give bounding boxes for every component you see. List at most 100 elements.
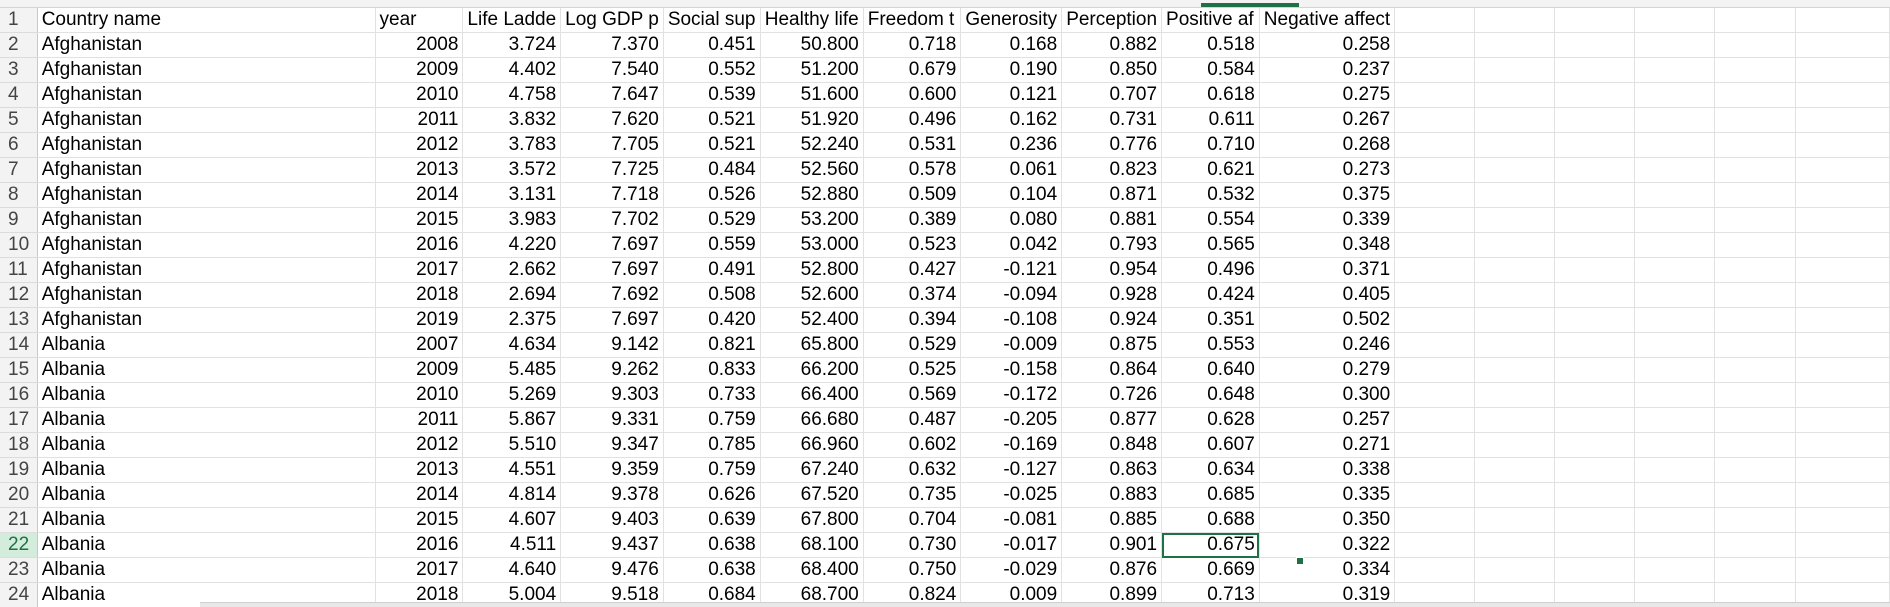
empty-cell[interactable] xyxy=(1394,257,1476,283)
value-cell[interactable]: 2011 xyxy=(375,107,464,133)
empty-cell[interactable] xyxy=(1554,182,1636,208)
row-header[interactable]: 22 xyxy=(0,532,38,558)
value-cell[interactable]: 2009 xyxy=(375,57,464,83)
value-cell[interactable]: 3.131 xyxy=(462,182,562,208)
value-cell[interactable]: 0.539 xyxy=(663,82,761,108)
value-cell[interactable]: 0.061 xyxy=(960,157,1063,183)
value-cell[interactable]: 0.731 xyxy=(1061,107,1163,133)
column-title-cell[interactable]: Generosity xyxy=(960,8,1063,33)
value-cell[interactable]: 0.267 xyxy=(1259,107,1396,133)
country-cell[interactable]: Albania xyxy=(37,532,376,558)
value-cell[interactable]: 9.359 xyxy=(560,457,664,483)
empty-cell[interactable] xyxy=(1634,432,1716,458)
empty-cell[interactable] xyxy=(1554,332,1636,358)
empty-cell[interactable] xyxy=(1714,8,1796,33)
value-cell[interactable]: -0.127 xyxy=(960,457,1063,483)
empty-cell[interactable] xyxy=(1634,482,1716,508)
value-cell[interactable]: 0.518 xyxy=(1161,32,1260,58)
value-cell[interactable]: 0.420 xyxy=(663,307,761,333)
empty-cell[interactable] xyxy=(1394,357,1476,383)
empty-cell[interactable] xyxy=(1474,507,1555,533)
value-cell[interactable]: 0.875 xyxy=(1061,332,1163,358)
value-cell[interactable]: 7.718 xyxy=(560,182,664,208)
empty-cell[interactable] xyxy=(1554,232,1636,258)
empty-cell[interactable] xyxy=(1634,207,1716,233)
value-cell[interactable]: 0.618 xyxy=(1161,82,1260,108)
value-cell[interactable]: 0.628 xyxy=(1161,407,1260,433)
column-title-cell[interactable]: Log GDP p xyxy=(560,8,664,33)
value-cell[interactable]: 4.402 xyxy=(462,57,562,83)
empty-cell[interactable] xyxy=(1474,282,1555,308)
value-cell[interactable]: 0.640 xyxy=(1161,357,1260,383)
empty-cell[interactable] xyxy=(1795,207,1890,233)
empty-cell[interactable] xyxy=(1394,32,1476,58)
value-cell[interactable]: 0.871 xyxy=(1061,182,1163,208)
active-cell[interactable]: 0.675 xyxy=(1161,532,1260,558)
empty-cell[interactable] xyxy=(1795,32,1890,58)
value-cell[interactable]: 0.621 xyxy=(1161,157,1260,183)
empty-cell[interactable] xyxy=(1554,57,1636,83)
empty-cell[interactable] xyxy=(1474,182,1555,208)
value-cell[interactable]: 4.220 xyxy=(462,232,562,258)
value-cell[interactable]: 0.258 xyxy=(1259,32,1396,58)
empty-cell[interactable] xyxy=(1474,407,1555,433)
empty-cell[interactable] xyxy=(1795,457,1890,483)
empty-cell[interactable] xyxy=(1554,207,1636,233)
value-cell[interactable]: 0.375 xyxy=(1259,182,1396,208)
country-cell[interactable]: Afghanistan xyxy=(37,107,376,133)
value-cell[interactable]: 2010 xyxy=(375,382,464,408)
row-header[interactable]: 7 xyxy=(0,157,38,183)
fill-handle[interactable] xyxy=(1296,557,1304,565)
value-cell[interactable]: 0.531 xyxy=(863,132,962,158)
value-cell[interactable]: 0.509 xyxy=(863,182,962,208)
value-cell[interactable]: 0.300 xyxy=(1259,382,1396,408)
value-cell[interactable]: 9.347 xyxy=(560,432,664,458)
empty-cell[interactable] xyxy=(1634,382,1716,408)
value-cell[interactable]: 7.620 xyxy=(560,107,664,133)
value-cell[interactable]: 2.694 xyxy=(462,282,562,308)
value-cell[interactable]: -0.029 xyxy=(960,557,1063,583)
empty-cell[interactable] xyxy=(1795,232,1890,258)
value-cell[interactable]: 0.785 xyxy=(663,432,761,458)
empty-cell[interactable] xyxy=(1714,57,1796,83)
empty-cell[interactable] xyxy=(1474,32,1555,58)
value-cell[interactable]: 0.246 xyxy=(1259,332,1396,358)
value-cell[interactable]: 0.168 xyxy=(960,32,1063,58)
row-header[interactable]: 20 xyxy=(0,482,38,508)
value-cell[interactable]: -0.172 xyxy=(960,382,1063,408)
country-cell[interactable]: Afghanistan xyxy=(37,132,376,158)
value-cell[interactable]: 9.403 xyxy=(560,507,664,533)
empty-cell[interactable] xyxy=(1795,107,1890,133)
value-cell[interactable]: 52.560 xyxy=(760,157,864,183)
empty-cell[interactable] xyxy=(1394,207,1476,233)
row-header[interactable]: 1 xyxy=(0,8,38,33)
country-cell[interactable]: Albania xyxy=(37,432,376,458)
value-cell[interactable]: 0.639 xyxy=(663,507,761,533)
empty-cell[interactable] xyxy=(1634,32,1716,58)
value-cell[interactable]: 7.705 xyxy=(560,132,664,158)
value-cell[interactable]: 0.427 xyxy=(863,257,962,283)
value-cell[interactable]: 0.553 xyxy=(1161,332,1260,358)
empty-cell[interactable] xyxy=(1634,182,1716,208)
row-header[interactable]: 18 xyxy=(0,432,38,458)
value-cell[interactable]: 0.833 xyxy=(663,357,761,383)
value-cell[interactable]: 0.339 xyxy=(1259,207,1396,233)
row-header[interactable]: 4 xyxy=(0,82,38,108)
empty-cell[interactable] xyxy=(1714,382,1796,408)
value-cell[interactable]: 2013 xyxy=(375,457,464,483)
value-cell[interactable]: 0.569 xyxy=(863,382,962,408)
value-cell[interactable]: 2017 xyxy=(375,557,464,583)
value-cell[interactable]: 53.000 xyxy=(760,232,864,258)
empty-cell[interactable] xyxy=(1394,307,1476,333)
value-cell[interactable]: 0.638 xyxy=(663,557,761,583)
column-title-cell[interactable]: Perception xyxy=(1061,8,1163,33)
empty-cell[interactable] xyxy=(1394,332,1476,358)
empty-cell[interactable] xyxy=(1714,507,1796,533)
row-header[interactable]: 2 xyxy=(0,32,38,58)
country-cell[interactable]: Afghanistan xyxy=(37,257,376,283)
value-cell[interactable]: 0.348 xyxy=(1259,232,1396,258)
value-cell[interactable]: 0.502 xyxy=(1259,307,1396,333)
empty-cell[interactable] xyxy=(1634,307,1716,333)
value-cell[interactable]: 0.491 xyxy=(663,257,761,283)
value-cell[interactable]: 0.279 xyxy=(1259,357,1396,383)
